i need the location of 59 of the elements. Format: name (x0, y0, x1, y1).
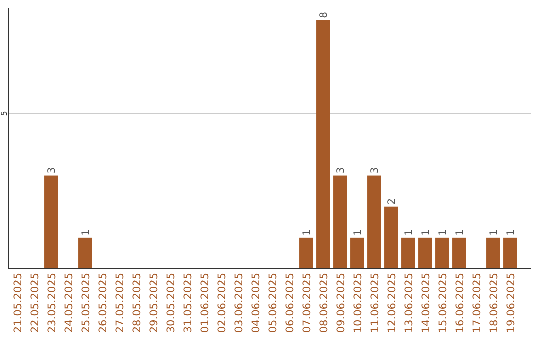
data-label: 8 (319, 12, 330, 18)
x-tick-label: 14.06.2025 (420, 273, 432, 334)
data-label: 1 (81, 230, 92, 236)
x-tick-label: 01.06.2025 (200, 273, 212, 334)
x-tick-label: 19.06.2025 (506, 273, 518, 334)
bar (418, 238, 432, 269)
x-tick-label: 12.06.2025 (386, 273, 398, 334)
bar (452, 238, 466, 269)
x-tick-label: 15.06.2025 (438, 273, 450, 334)
x-tick-label: 28.05.2025 (132, 273, 144, 334)
x-tick-label: 09.06.2025 (336, 273, 348, 334)
data-label: 3 (370, 167, 381, 174)
x-tick-label: 17.06.2025 (472, 273, 484, 334)
y-tick-label: 5 (0, 111, 9, 116)
x-tick-label: 24.05.2025 (64, 273, 76, 334)
data-label: 2 (387, 198, 398, 205)
bar (334, 176, 348, 269)
data-label: 1 (489, 230, 500, 236)
bar (316, 20, 330, 269)
bar (486, 238, 500, 269)
bar (368, 176, 382, 269)
x-tick-label: 13.06.2025 (404, 273, 416, 334)
x-tick-label: 21.05.2025 (12, 273, 24, 334)
bar (44, 176, 58, 269)
data-label: 3 (47, 167, 58, 174)
x-tick-label: 10.06.2025 (352, 273, 364, 334)
bar (402, 238, 416, 269)
x-tick-label: 26.05.2025 (98, 273, 110, 334)
data-label: 1 (404, 230, 415, 236)
x-tick-label: 06.06.2025 (284, 273, 296, 334)
bar (384, 206, 398, 269)
data-label: 1 (302, 230, 313, 236)
x-tick-label: 23.05.2025 (46, 273, 58, 334)
bar (300, 238, 314, 269)
x-tick-label: 07.06.2025 (302, 273, 314, 334)
x-tick-label: 03.06.2025 (234, 273, 246, 334)
x-tick-label: 18.06.2025 (488, 273, 500, 334)
bar (504, 238, 518, 269)
data-label: 3 (336, 167, 347, 174)
data-label: 1 (506, 230, 517, 236)
bar (436, 238, 450, 269)
bar (350, 238, 364, 269)
x-tick-label: 31.05.2025 (182, 273, 194, 334)
x-tick-label: 22.05.2025 (30, 273, 42, 334)
bar (78, 238, 92, 269)
x-tick-label: 30.05.2025 (166, 273, 178, 334)
data-label: 1 (455, 230, 466, 236)
x-tick-label: 08.06.2025 (318, 273, 330, 334)
x-tick-label: 16.06.2025 (454, 273, 466, 334)
x-tick-label: 11.06.2025 (370, 273, 382, 334)
x-tick-label: 25.05.2025 (80, 273, 92, 334)
x-tick-label: 02.06.2025 (216, 273, 228, 334)
x-tick-label: 04.06.2025 (250, 273, 262, 334)
x-tick-label: 27.05.2025 (114, 273, 126, 334)
x-tick-label: 05.06.2025 (268, 273, 280, 334)
data-label: 1 (353, 230, 364, 236)
x-tick-label: 29.05.2025 (148, 273, 160, 334)
data-label: 1 (421, 230, 432, 236)
data-label: 1 (438, 230, 449, 236)
